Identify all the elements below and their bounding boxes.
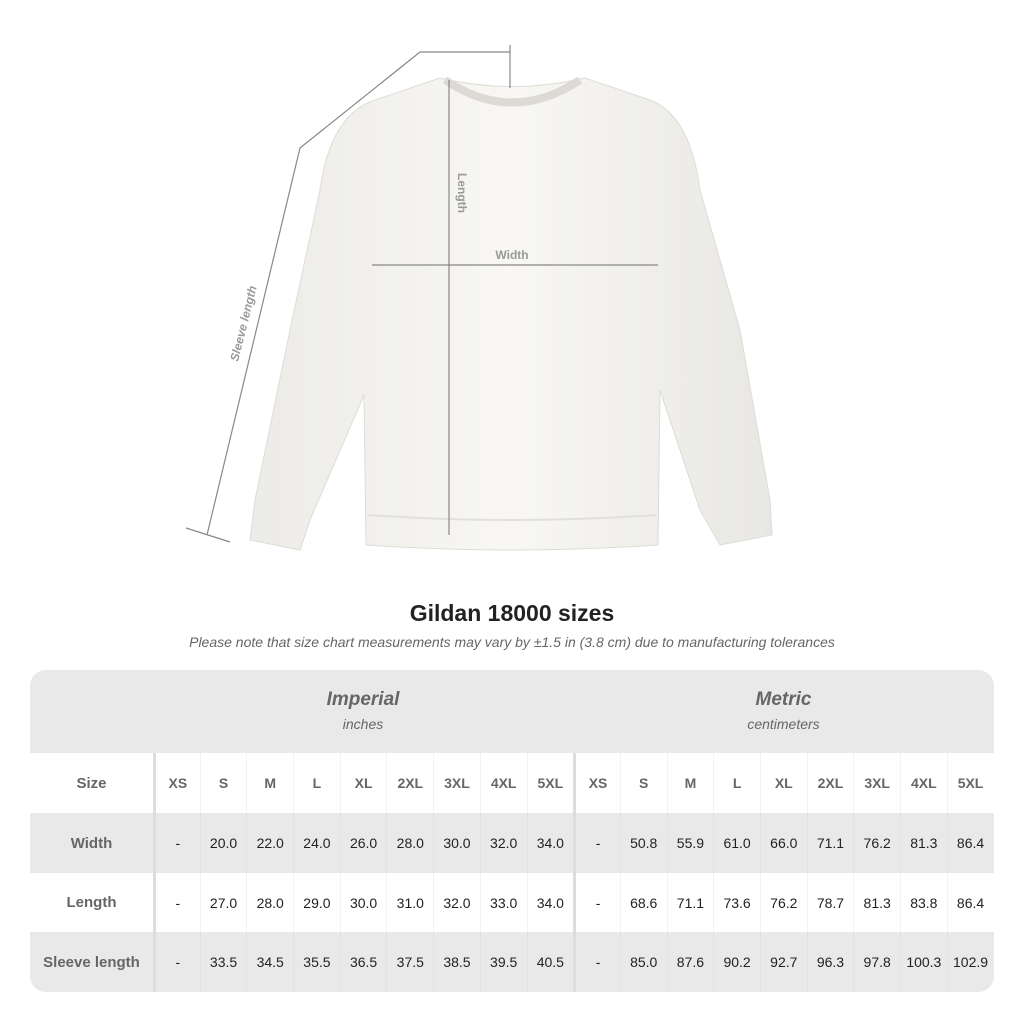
size-metric-header: XS [573, 753, 620, 813]
imperial-value-cell: 35.5 [293, 932, 340, 992]
imperial-heading: Imperial [326, 689, 400, 710]
metric-value-cell: 83.8 [900, 873, 947, 932]
row-label: Width [70, 834, 113, 852]
imperial-value-cell: 30.0 [339, 873, 387, 932]
row-label: Sleeve length [43, 953, 140, 971]
size-metric-header: 5XL [946, 753, 994, 813]
imperial-value-cell: - [153, 932, 200, 992]
metric-value-cell: 97.8 [853, 932, 900, 992]
imperial-value-cell: 27.0 [199, 873, 247, 932]
imperial-value-cell: 20.0 [199, 813, 247, 873]
imperial-value-cell: 29.0 [293, 873, 340, 932]
size-metric-header: XL [759, 753, 807, 813]
imperial-value-cell: - [153, 813, 200, 873]
size-metric-header: L [713, 753, 760, 813]
metric-value-cell: - [573, 873, 620, 932]
size-imperial-header: XL [339, 753, 387, 813]
size-metric-header: M [666, 753, 714, 813]
metric-value-cell: 71.1 [666, 873, 714, 932]
length-label: Length [455, 173, 469, 213]
metric-value-cell: - [573, 932, 620, 992]
metric-value-cell: 76.2 [853, 813, 900, 873]
metric-value-cell: 92.7 [759, 932, 807, 992]
metric-value-cell: 78.7 [806, 873, 854, 932]
imperial-value-cell: 32.0 [433, 873, 480, 932]
imperial-value-cell: 37.5 [386, 932, 433, 992]
imperial-value-cell: 36.5 [339, 932, 387, 992]
metric-value-cell: 102.9 [946, 932, 994, 992]
metric-value-cell: 50.8 [619, 813, 667, 873]
imperial-header: Imperial inches [153, 670, 573, 753]
size-imperial-header: 5XL [526, 753, 574, 813]
table-row: Sleeve length -33.5 34.5 35.5 36.5 37.5 38.5 39… [30, 932, 994, 992]
metric-heading: Metric [755, 689, 812, 710]
imperial-value-cell: 30.0 [433, 813, 480, 873]
imperial-value-cell: 33.0 [479, 873, 527, 932]
imperial-value-cell: 31.0 [386, 873, 433, 932]
size-header-row: Size XS S M L XL 2XL 3XL 4XL 5XL XS S M L XL 2XL 3XL 4XL 5… [30, 753, 994, 813]
size-table: Imperial inches Metric centimeters Size X… [30, 670, 994, 992]
imperial-value-cell: 34.0 [526, 873, 574, 932]
row-label: Length [66, 894, 117, 911]
size-metric-header: 3XL [853, 753, 900, 813]
imperial-value-cell: 28.0 [246, 873, 293, 932]
imperial-value-cell: 34.0 [526, 813, 574, 873]
imperial-value-cell: 34.5 [246, 932, 293, 992]
size-imperial-header: 4XL [479, 753, 527, 813]
imperial-value-cell: 24.0 [293, 813, 340, 873]
size-imperial-header: L [293, 753, 340, 813]
width-label: Width [495, 248, 528, 262]
size-imperial-header: XS [153, 753, 200, 813]
imperial-value-cell: - [153, 873, 200, 932]
metric-value-cell: 90.2 [713, 932, 760, 992]
imperial-value-cell: 26.0 [339, 813, 387, 873]
metric-header: Metric centimeters [573, 670, 994, 753]
sleeve-length-label: Sleeve length [227, 284, 259, 362]
metric-value-cell: 61.0 [713, 813, 760, 873]
sweatshirt-diagram: Width Length Sleeve length [185, 45, 773, 551]
metric-value-cell: 71.1 [806, 813, 854, 873]
metric-value-cell: 96.3 [806, 932, 854, 992]
imperial-value-cell: 33.5 [199, 932, 247, 992]
metric-unit: centimeters [747, 716, 820, 732]
metric-value-cell: 76.2 [759, 873, 807, 932]
size-metric-header: S [619, 753, 667, 813]
imperial-value-cell: 38.5 [433, 932, 480, 992]
tolerance-note: Please note that size chart measurements… [189, 634, 835, 650]
metric-value-cell: 66.0 [759, 813, 807, 873]
imperial-value-cell: 28.0 [386, 813, 433, 873]
table-row: Length -27.0 28.0 29.0 30.0 31.0 32.0 33.0 34.0-… [30, 873, 994, 932]
imperial-unit: inches [342, 716, 384, 732]
metric-value-cell: 86.4 [946, 813, 994, 873]
size-label: Size [76, 774, 107, 792]
metric-value-cell: 85.0 [619, 932, 667, 992]
imperial-value-cell: 22.0 [246, 813, 293, 873]
metric-value-cell: 55.9 [666, 813, 714, 873]
metric-value-cell: 86.4 [946, 873, 994, 932]
page-title: Gildan 18000 sizes [409, 600, 615, 626]
size-imperial-header: S [199, 753, 247, 813]
imperial-value-cell: 32.0 [479, 813, 527, 873]
metric-value-cell: 100.3 [900, 932, 947, 992]
metric-value-cell: 87.6 [666, 932, 714, 992]
imperial-value-cell: 40.5 [526, 932, 574, 992]
metric-value-cell: 81.3 [900, 813, 947, 873]
metric-value-cell: 81.3 [853, 873, 900, 932]
size-imperial-header: 3XL [433, 753, 480, 813]
imperial-value-cell: 39.5 [479, 932, 527, 992]
size-imperial-header: M [246, 753, 293, 813]
sweatshirt-image [249, 77, 773, 551]
table-row: Width -20.0 22.0 24.0 26.0 28.0 30.0 32.0 34.0-5… [30, 813, 994, 873]
size-metric-header: 4XL [900, 753, 947, 813]
size-metric-header: 2XL [806, 753, 854, 813]
metric-value-cell: 73.6 [713, 873, 760, 932]
metric-value-cell: 68.6 [619, 873, 667, 932]
metric-value-cell: - [573, 813, 620, 873]
size-imperial-header: 2XL [386, 753, 433, 813]
